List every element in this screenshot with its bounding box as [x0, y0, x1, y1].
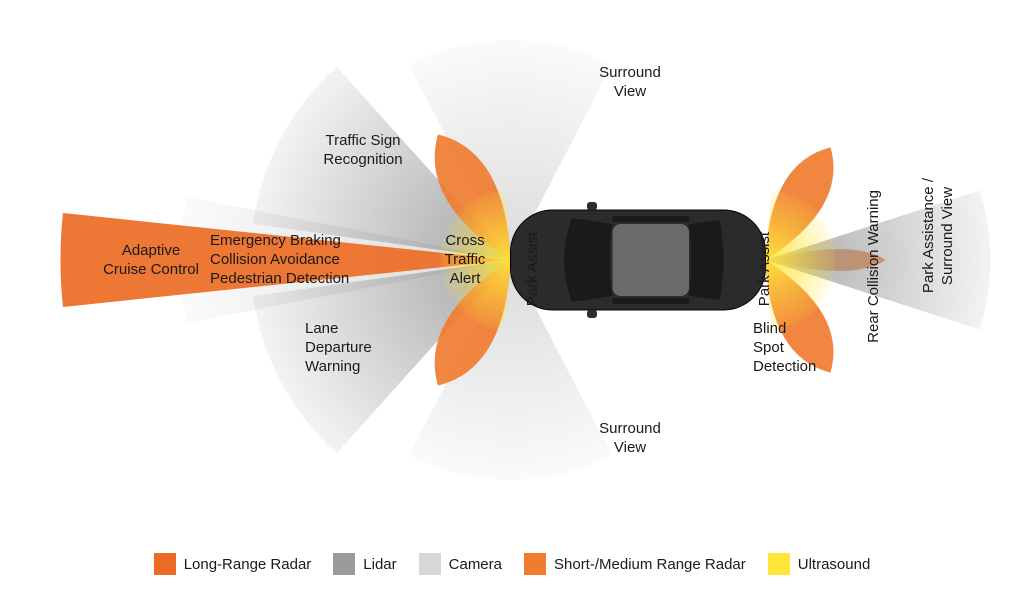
legend-swatch-short_medium_radar — [524, 553, 546, 575]
legend-swatch-lidar — [333, 553, 355, 575]
legend-item-camera: Camera — [419, 553, 502, 575]
legend-swatch-long_range_radar — [154, 553, 176, 575]
legend-item-lidar: Lidar — [333, 553, 396, 575]
label-blind-spot: Blind Spot Detection — [753, 320, 843, 376]
legend-item-long_range_radar: Long-Range Radar — [154, 553, 312, 575]
legend-item-ultrasound: Ultrasound — [768, 553, 871, 575]
legend-swatch-ultrasound — [768, 553, 790, 575]
car-rear-glass — [689, 220, 724, 300]
legend-item-short_medium_radar: Short-/Medium Range Radar — [524, 553, 746, 575]
legend-label-long_range_radar: Long-Range Radar — [184, 556, 312, 573]
label-adaptive-cruise: Adaptive Cruise Control — [96, 242, 206, 280]
legend-label-lidar: Lidar — [363, 556, 396, 573]
label-park-assist-rear: Park Assist — [756, 232, 776, 306]
label-surround-view-top: Surround View — [575, 64, 685, 102]
legend-swatch-camera — [419, 553, 441, 575]
sensor-diagram: Adaptive Cruise Control Emergency Brakin… — [0, 0, 1024, 520]
legend-label-short_medium_radar: Short-/Medium Range Radar — [554, 556, 746, 573]
legend-label-ultrasound: Ultrasound — [798, 556, 871, 573]
legend-label-camera: Camera — [449, 556, 502, 573]
label-park-assistance-rear: Park Assistance / Surround View — [920, 178, 958, 293]
cone-ultrasound_rear — [766, 190, 836, 329]
car-roof — [613, 224, 690, 296]
label-emergency-braking: Emergency Braking Collision Avoidance Pe… — [210, 232, 385, 288]
label-park-assist-front: Park Assist — [524, 232, 544, 306]
label-rear-collision: Rear Collision Warning — [865, 190, 885, 343]
legend: Long-Range Radar Lidar Camera Short-/Medium… — [0, 553, 1024, 575]
label-traffic-sign-recog: Traffic Sign Recognition — [308, 132, 418, 170]
car-windshield — [564, 218, 612, 302]
label-cross-traffic: Cross Traffic Alert — [430, 232, 500, 288]
label-surround-view-bottom: Surround View — [575, 420, 685, 458]
label-lane-departure: Lane Departure Warning — [305, 320, 415, 376]
